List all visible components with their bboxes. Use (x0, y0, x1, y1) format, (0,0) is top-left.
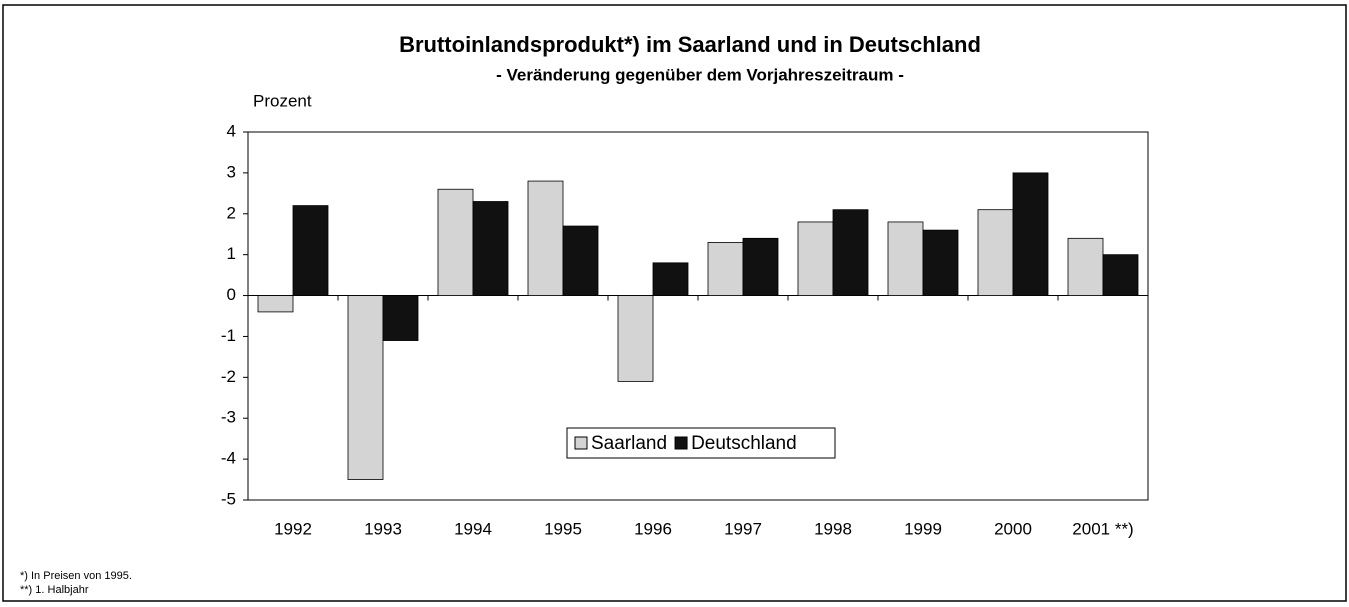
bar (617, 295, 654, 382)
bar (707, 241, 744, 296)
y-tick-label: 3 (227, 162, 236, 181)
bar (347, 295, 384, 480)
footnote: **) 1. Halbjahr (20, 584, 89, 596)
y-tick-label: 4 (227, 121, 236, 140)
y-axis-label: Prozent (253, 91, 312, 110)
bar (922, 229, 959, 296)
x-tick-label: 1998 (814, 519, 852, 538)
x-tick-label: 1992 (274, 519, 312, 538)
bar (652, 262, 689, 296)
y-tick-label: -2 (221, 367, 236, 386)
bar (887, 221, 924, 296)
legend-label: Deutschland (691, 433, 797, 454)
bar (1067, 237, 1104, 296)
y-tick-label: -1 (221, 326, 236, 345)
x-tick-label: 1994 (454, 519, 492, 538)
x-tick-label: 1997 (724, 519, 762, 538)
legend-label: Saarland (591, 433, 667, 454)
y-tick-label: 1 (227, 244, 236, 263)
y-tick-label: -5 (221, 489, 236, 508)
y-tick-label: 2 (227, 203, 236, 222)
footnote: *) In Preisen von 1995. (20, 570, 132, 582)
legend-swatch (674, 436, 688, 450)
bar (832, 209, 869, 296)
x-tick-label: 1995 (544, 519, 582, 538)
plot-area (247, 131, 1149, 501)
bar (797, 221, 834, 296)
y-tick-label: -3 (221, 408, 236, 427)
x-tick-label: 2000 (994, 519, 1032, 538)
frame (2, 4, 1347, 602)
y-tick-label: 0 (227, 285, 236, 304)
bar (472, 201, 509, 296)
y-tick-label: -4 (221, 449, 236, 468)
x-tick-label: 1999 (904, 519, 942, 538)
chart-title: Bruttoinlandsprodukt*) im Saarland und i… (399, 32, 981, 57)
bar (562, 225, 599, 296)
bar (257, 295, 294, 313)
bar (1102, 254, 1139, 296)
bar (437, 188, 474, 296)
x-tick-label: 2001 **) (1072, 519, 1133, 538)
legend-box (566, 427, 836, 459)
bar (382, 295, 419, 341)
chart-subtitle: - Veränderung gegenüber dem Vorjahreszei… (496, 65, 904, 84)
x-tick-label: 1993 (364, 519, 402, 538)
bar (292, 205, 329, 296)
x-tick-label: 1996 (634, 519, 672, 538)
bar (1012, 172, 1049, 296)
bar (742, 237, 779, 296)
legend-swatch (574, 436, 588, 450)
bar (977, 209, 1014, 296)
bar (527, 180, 564, 296)
